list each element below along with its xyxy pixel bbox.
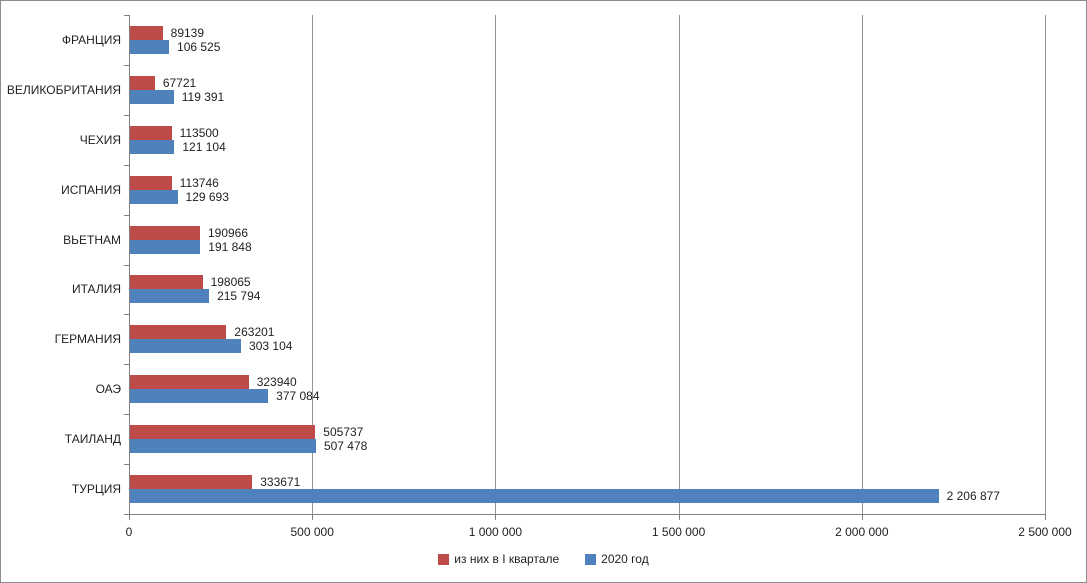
bar-q1-германия (130, 325, 227, 340)
data-label-2020-таиланд: 507 478 (323, 439, 368, 454)
data-label-2020-италия: 215 794 (217, 289, 261, 304)
value-axis-label-4: 2 000 000 (835, 525, 889, 539)
bar-q1-франция (130, 25, 163, 40)
legend-item-2020: 2020 год (585, 552, 649, 566)
category-axis-tick-3 (124, 165, 130, 166)
category-label-германия: ГЕРМАНИЯ (54, 332, 121, 347)
gridline-1500000 (678, 15, 680, 514)
data-label-q1-испания: 113746 (179, 175, 219, 190)
gridline-2000000 (861, 15, 863, 514)
bar-q1-таиланд (130, 425, 316, 440)
bar-2020-чехия (130, 139, 175, 154)
data-label-q1-франция: 89139 (170, 25, 205, 40)
value-axis-labels: 0 500 000 1 000 000 1 500 000 2 000 000 2 500… (125, 525, 1072, 541)
data-label-q1-италия: 198065 (210, 275, 251, 290)
data-label-2020-турция: 2 206 877 (946, 489, 1000, 504)
category-axis-tick-1 (124, 65, 130, 66)
bar-q1-испания (130, 175, 172, 190)
category-axis-tick-8 (124, 414, 130, 415)
bar-2020-франция (130, 39, 170, 54)
category-label-франция: ФРАНЦИЯ (61, 32, 121, 47)
data-label-2020-испания: 129 693 (185, 189, 229, 204)
value-axis-label-1: 500 000 (290, 525, 334, 539)
category-row-оаэ: 323940 377 084 (130, 364, 1046, 414)
bar-2020-германия (130, 339, 242, 354)
bar-q1-чехия (130, 125, 172, 140)
bar-2020-испания (130, 189, 178, 204)
legend: из них в I квартале 2020 год (1, 552, 1086, 566)
bar-2020-вьетнам (130, 239, 201, 254)
data-label-2020-великобритания: 119 391 (181, 89, 225, 104)
category-row-таиланд: 505737 507 478 (130, 414, 1046, 464)
category-axis-tick-4 (124, 215, 130, 216)
category-row-франция: 89139 106 525 (130, 15, 1046, 65)
value-axis-tick-5 (1045, 514, 1046, 520)
category-axis-tick-0 (124, 15, 130, 16)
category-row-италия: 198065 215 794 (130, 265, 1046, 315)
category-row-испания: 113746 129 693 (130, 165, 1046, 215)
data-label-2020-чехия: 121 104 (182, 139, 226, 154)
gridline-500000 (312, 15, 314, 514)
legend-swatch-q1 (438, 553, 450, 565)
data-label-q1-германия: 263201 (234, 325, 275, 340)
category-axis-labels: ФРАНЦИЯ ВЕЛИКОБРИТАНИЯ ЧЕХИЯ ИСПАНИЯ ВЬЕТНАМ… (1, 15, 121, 514)
value-axis-label-3: 1 500 000 (651, 525, 706, 539)
legend-label-q1: из них в I квартале (454, 552, 560, 566)
category-axis-tick-2 (124, 115, 130, 116)
data-label-q1-таиланд: 505737 (323, 425, 364, 440)
data-label-q1-оаэ: 323940 (256, 375, 297, 390)
category-axis-tick-5 (124, 265, 130, 266)
value-axis-tick-4 (861, 514, 863, 520)
category-axis-tick-9 (124, 464, 130, 465)
legend-label-2020: 2020 год (601, 552, 649, 566)
legend-swatch-2020 (585, 553, 597, 565)
category-label-турция: ТУРЦИЯ (71, 482, 121, 497)
category-label-оаэ: ОАЭ (95, 382, 121, 397)
value-axis-label-2: 1 000 000 (468, 525, 523, 539)
category-label-великобритания: ВЕЛИКОБРИТАНИЯ (6, 82, 121, 97)
bar-2020-турция (130, 489, 939, 504)
bar-q1-вьетнам (130, 225, 200, 240)
data-label-q1-вьетнам: 190966 (207, 225, 249, 240)
value-axis-label-0: 0 (125, 525, 133, 539)
category-label-таиланд: ТАИЛАНД (64, 432, 121, 447)
value-axis-tick-0 (129, 514, 130, 520)
bar-q1-оаэ (130, 375, 249, 390)
bar-q1-италия (130, 275, 203, 290)
bar-2020-таиланд (130, 439, 316, 454)
data-label-2020-оаэ: 377 084 (276, 389, 320, 404)
value-axis-tick-2 (495, 514, 497, 520)
data-label-2020-германия: 303 104 (249, 339, 293, 354)
value-axis-tick-3 (678, 514, 680, 520)
data-label-2020-франция: 106 525 (177, 39, 221, 54)
legend-item-q1: из них в I квартале (438, 552, 559, 566)
bar-2020-великобритания (130, 89, 174, 104)
category-row-великобритания: 67721 119 391 (130, 65, 1046, 115)
value-axis-tick-1 (312, 514, 314, 520)
category-label-чехия: ЧЕХИЯ (79, 132, 121, 147)
value-axis-label-5: 2 500 000 (1018, 525, 1072, 539)
category-row-вьетнам: 190966 191 848 (130, 215, 1046, 265)
bar-q1-турция (130, 475, 253, 490)
plot-area: 89139 106 525 67721 119 391 113500 121 104 113… (124, 15, 1046, 520)
category-row-чехия: 113500 121 104 (130, 115, 1046, 165)
data-label-2020-вьетнам: 191 848 (208, 239, 252, 254)
category-label-вьетнам: ВЬЕТНАМ (63, 232, 121, 247)
bar-q1-великобритания (130, 75, 155, 90)
data-label-q1-великобритания: 67721 (162, 75, 197, 90)
bar-2020-оаэ (130, 389, 269, 404)
category-label-италия: ИТАЛИЯ (72, 282, 121, 297)
data-label-q1-чехия: 113500 (179, 125, 219, 140)
category-row-турция: 333671 2 206 877 (130, 464, 1046, 514)
category-label-испания: ИСПАНИЯ (61, 182, 121, 197)
category-axis-tick-6 (124, 314, 130, 315)
category-axis-tick-7 (124, 364, 130, 365)
category-row-германия: 263201 303 104 (130, 314, 1046, 364)
category-axis-tick-10 (124, 514, 130, 515)
gridline-1000000 (495, 15, 497, 514)
gridline-2500000 (1045, 15, 1046, 514)
bar-2020-италия (130, 289, 210, 304)
data-label-q1-турция: 333671 (260, 475, 301, 490)
